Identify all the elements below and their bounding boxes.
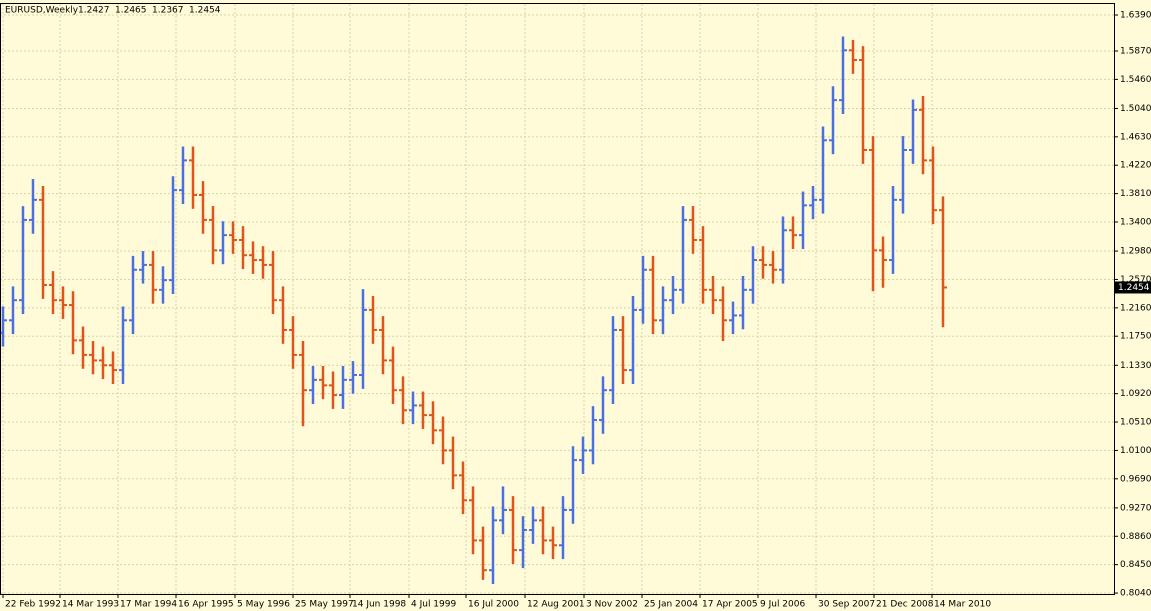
y-tick-label: 1.1330	[1120, 361, 1151, 371]
x-tick-label: 16 Jul 2000	[468, 600, 519, 610]
symbol-title: EURUSD,Weekly	[5, 6, 79, 16]
x-tick-label: 30 Sep 2007	[818, 600, 875, 610]
y-tick-label: 1.5460	[1120, 75, 1151, 85]
y-tick-label: 1.5040	[1120, 104, 1151, 114]
current-price-box	[1115, 281, 1151, 294]
x-tick-label: 14 Mar 1993	[62, 600, 119, 610]
x-tick-label: 5 May 1996	[237, 600, 290, 610]
x-tick-label: 9 Jul 2006	[760, 600, 805, 610]
y-tick-label: 1.2570	[1120, 275, 1151, 285]
y-tick-label: 1.0100	[1120, 446, 1151, 456]
y-tick-label: 1.3810	[1120, 189, 1151, 199]
x-tick-label: 25 Jan 2004	[644, 600, 698, 610]
header-value: 1.2367	[152, 6, 184, 16]
y-tick-label: 1.1750	[1120, 332, 1151, 342]
y-tick-label: 0.9270	[1120, 503, 1151, 513]
current-price-label: 1.2454	[1118, 283, 1150, 293]
x-tick-label: 17 Mar 1994	[120, 600, 177, 610]
header-value: 1.2465	[115, 6, 147, 16]
y-tick-label: 0.9690	[1120, 474, 1151, 484]
x-tick-label: 21 Dec 2008	[876, 600, 934, 610]
y-tick-label: 1.3400	[1120, 217, 1151, 227]
x-tick-label: 25 May 1997	[295, 600, 354, 610]
bars	[0, 36, 947, 585]
y-tick-label: 0.8040	[1120, 589, 1151, 599]
x-tick-label: 4 Jul 1999	[411, 600, 456, 610]
y-tick-label: 1.6390	[1120, 11, 1151, 21]
x-tick-label: 14 Jun 1998	[352, 600, 406, 610]
y-tick-label: 1.4220	[1120, 161, 1151, 171]
grid	[0, 4, 1114, 594]
header-value: 1.2427	[78, 6, 110, 16]
y-tick-label: 1.0510	[1120, 418, 1151, 428]
x-tick-label: 3 Nov 2002	[586, 600, 638, 610]
header-value: 1.2454	[189, 6, 221, 16]
y-tick-label: 1.4630	[1120, 132, 1151, 142]
y-tick-label: 0.8450	[1120, 560, 1151, 570]
x-tick-label: 22 Feb 1992	[5, 600, 61, 610]
y-tick-label: 1.5870	[1120, 47, 1151, 57]
y-tick-label: 0.8860	[1120, 532, 1151, 542]
x-tick-label: 14 Mar 2010	[934, 600, 991, 610]
plot-border	[0, 3, 1115, 595]
x-tick-label: 16 Apr 1995	[178, 600, 234, 610]
header: EURUSD,Weekly 1.2427 1.2465 1.2367 1.2454	[5, 6, 221, 16]
axes: 1.6390 1.5870 1.5460 1.5040 1.4630 1.4220 1.38…	[2, 11, 1151, 610]
x-tick-label: 17 Apr 2005	[702, 600, 758, 610]
y-tick-label: 1.2160	[1120, 303, 1151, 313]
x-tick-label: 12 Aug 2001	[527, 600, 585, 610]
y-tick-label: 1.0920	[1120, 389, 1151, 399]
y-tick-label: 1.2980	[1120, 247, 1151, 257]
